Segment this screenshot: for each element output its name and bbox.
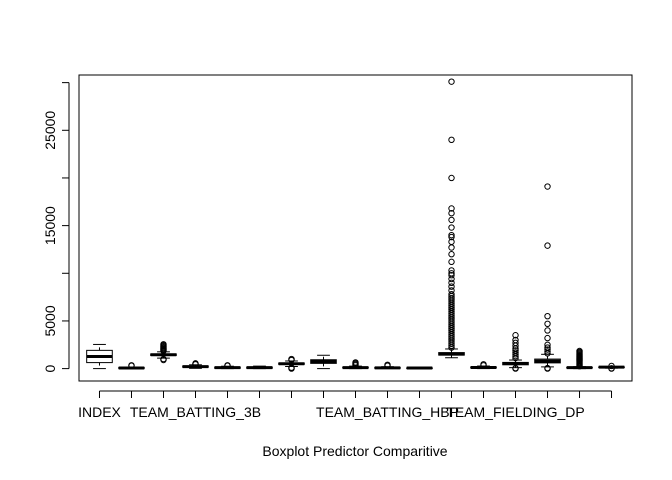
x-tick-label: TEAM_BATTING_HBP — [316, 404, 459, 420]
outlier-point — [448, 287, 455, 294]
y-axis: 0 5000 15000 25000 — [42, 82, 70, 373]
outlier-point — [288, 355, 295, 363]
box-group-12 — [438, 78, 465, 359]
outlier-point — [352, 359, 359, 366]
outlier-point — [448, 231, 455, 239]
outlier-point — [544, 334, 551, 342]
outlier-point — [448, 136, 455, 144]
outlier-point — [544, 320, 551, 328]
outlier-point — [448, 271, 455, 279]
outlier-point — [192, 360, 199, 367]
outlier-point — [448, 224, 455, 231]
outlier-point — [448, 238, 455, 246]
box-group-14 — [502, 332, 529, 372]
outlier-point — [448, 291, 455, 298]
outlier-point — [448, 216, 455, 224]
outlier-point — [576, 347, 583, 355]
box-group-7 — [278, 355, 305, 372]
outlier-point — [288, 364, 295, 371]
outlier-point — [448, 78, 455, 85]
x-tick-label: INDEX — [78, 404, 121, 420]
y-tick-label: 0 — [42, 365, 58, 373]
outlier-point — [448, 258, 455, 266]
box-group-2 — [118, 362, 145, 370]
box-group-16 — [566, 347, 593, 370]
outlier-point — [448, 283, 455, 290]
y-tick-label: 15000 — [42, 206, 58, 245]
box-group-13 — [470, 361, 497, 370]
plot-frame — [78, 74, 633, 382]
x-tick-label: TEAM_FIELDING_DP — [446, 404, 584, 420]
outlier-point — [448, 251, 455, 258]
outlier-point — [512, 336, 519, 344]
outlier-point — [448, 210, 455, 217]
outlier-point — [544, 327, 551, 334]
outlier-point — [544, 341, 551, 348]
outlier-point — [448, 279, 455, 287]
boxes-layer — [86, 78, 625, 372]
box-group-17 — [598, 362, 625, 372]
y-tick-label: 5000 — [42, 305, 58, 336]
outlier-point — [512, 364, 519, 372]
outlier-point — [448, 294, 455, 302]
box-group-10 — [374, 361, 401, 370]
x-axis: INDEX TEAM_BATTING_3B TEAM_BATTING_HBPTEAM… — [78, 390, 613, 420]
box-group-3 — [150, 341, 177, 364]
outlier-point — [448, 270, 455, 277]
x-axis-title: Boxplot Predictor Comparitive — [262, 443, 447, 459]
outlier-point — [544, 183, 551, 190]
outlier-point — [608, 365, 615, 372]
outlier-point — [512, 332, 519, 339]
box-group-9 — [342, 359, 369, 370]
outlier-point — [544, 364, 551, 372]
y-tick-label: 25000 — [42, 111, 58, 150]
box-group-4 — [182, 360, 209, 369]
outlier-point — [384, 361, 391, 368]
outlier-point — [512, 347, 519, 354]
box-group-8 — [310, 354, 337, 370]
outlier-point — [224, 362, 231, 369]
outlier-point — [544, 346, 551, 353]
x-tick-label: TEAM_BATTING_3B — [130, 404, 261, 420]
outlier-point — [544, 242, 551, 249]
box-group-6 — [246, 365, 273, 370]
outlier-point — [544, 312, 551, 320]
box-group-1 — [86, 343, 113, 370]
outlier-point — [448, 267, 455, 274]
outlier-point — [448, 174, 455, 182]
box-group-11 — [406, 366, 433, 370]
outlier-point — [160, 341, 167, 348]
box-group-5 — [214, 362, 241, 370]
box-group-15 — [534, 183, 561, 372]
outlier-point — [480, 361, 487, 368]
outlier-point — [448, 244, 455, 251]
outlier-point — [160, 355, 167, 363]
outlier-point — [448, 233, 455, 241]
outlier-point — [512, 349, 519, 356]
outlier-point — [608, 362, 615, 370]
outlier-point — [448, 205, 455, 212]
outlier-point — [544, 348, 551, 355]
outlier-point — [544, 344, 551, 351]
outlier-point — [128, 362, 135, 369]
outlier-point — [512, 339, 519, 347]
